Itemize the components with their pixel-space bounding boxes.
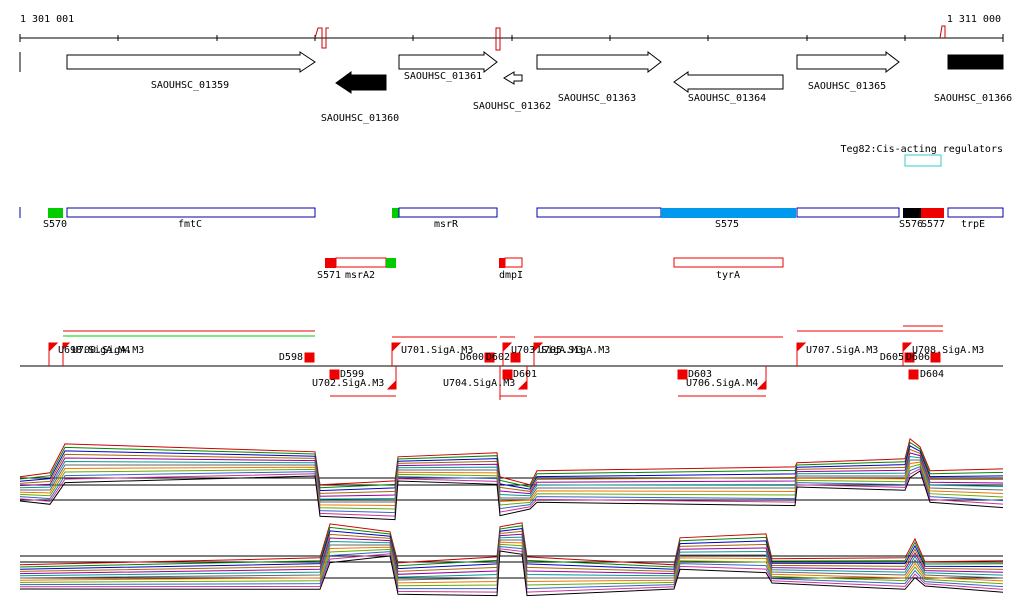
feature-label: tyrA (716, 270, 740, 281)
promoter-lines (20, 325, 1003, 400)
promoter-label: U698.SigA.M4 (58, 345, 130, 356)
promoter-label: U705.SigA.M3 (538, 345, 610, 356)
feature-label: S576 (899, 219, 923, 230)
expression-trace (19, 445, 1004, 492)
promoter-label: U707.SigA.M3 (806, 345, 878, 356)
gene-label: SAOUHSC_01366 (934, 93, 1012, 104)
promoter-label: U702.SigA.M3 (312, 378, 384, 389)
gene-label: SAOUHSC_01365 (808, 81, 886, 92)
feature-label: msrR (434, 219, 459, 230)
promoter-label: D606 (906, 352, 930, 363)
feature-label: trpE (961, 219, 985, 230)
expression-trace (19, 448, 1003, 494)
promoter-label: U701.SigA.M3 (401, 345, 473, 356)
ruler-marks (314, 25, 946, 51)
expression-trace (19, 438, 1004, 486)
promoter-label: D600 (460, 352, 484, 363)
regulator-label: Teg82:Cis-acting regulators (840, 144, 1003, 155)
gene-label: SAOUHSC_01363 (558, 93, 636, 104)
expression-trace (19, 461, 1004, 507)
promoter-label: D605 (880, 352, 904, 363)
promoter-label: D604 (920, 369, 944, 380)
expression-trace (19, 470, 1004, 521)
expression-trace (19, 463, 1004, 510)
expression-trace (20, 459, 1004, 503)
expression-trace (19, 468, 1004, 517)
expression-trace (19, 522, 1004, 566)
expression-trace (19, 455, 1004, 500)
gene-label: SAOUHSC_01361 (404, 71, 482, 82)
expression-trace (19, 548, 1004, 593)
promoter-label: U704.SigA.M3 (443, 378, 515, 389)
gene-label: SAOUHSC_01360 (321, 113, 399, 124)
gene-arrows (66, 50, 1004, 94)
promoter-label: D599 (340, 369, 364, 380)
regulator-box (904, 154, 942, 167)
expression-trace (19, 441, 1004, 489)
feature-label: dmpI (499, 270, 523, 281)
feature-label: S570 (43, 219, 67, 230)
feature-label: fmtC (178, 219, 202, 230)
expression-trace (19, 452, 1004, 497)
gene-label: SAOUHSC_01359 (151, 80, 229, 91)
feature-label: msrA2 (345, 270, 375, 281)
promoter-label: D603 (688, 369, 712, 380)
ruler-end: 1 311 000 (947, 14, 1001, 25)
feature2-boxes (325, 257, 784, 268)
expression-trace (19, 550, 1004, 597)
promoter-flags (48, 342, 941, 390)
feature-label: S577 (921, 219, 945, 230)
promoter-label: D598 (279, 352, 303, 363)
promoter-label: U706.SigA.M4 (686, 378, 758, 389)
promoter-label: U708.SigA.M3 (912, 345, 984, 356)
feature-label: S571 (317, 270, 341, 281)
expression-traces (19, 438, 1004, 597)
feature-boxes (19, 207, 1004, 218)
promoter-label: D602 (486, 352, 510, 363)
expression-trace (19, 465, 1004, 514)
gene-label: SAOUHSC_01362 (473, 101, 551, 112)
promoter-label: D601 (513, 369, 537, 380)
gene-label: SAOUHSC_01364 (688, 93, 766, 104)
promoter-label: U703.SigA.M3 (511, 345, 583, 356)
promoter-label: U700.SigA.M3 (72, 345, 144, 356)
ruler-start: 1 301 001 (20, 14, 74, 25)
feature-label: S575 (715, 219, 739, 230)
ruler (19, 34, 1004, 72)
